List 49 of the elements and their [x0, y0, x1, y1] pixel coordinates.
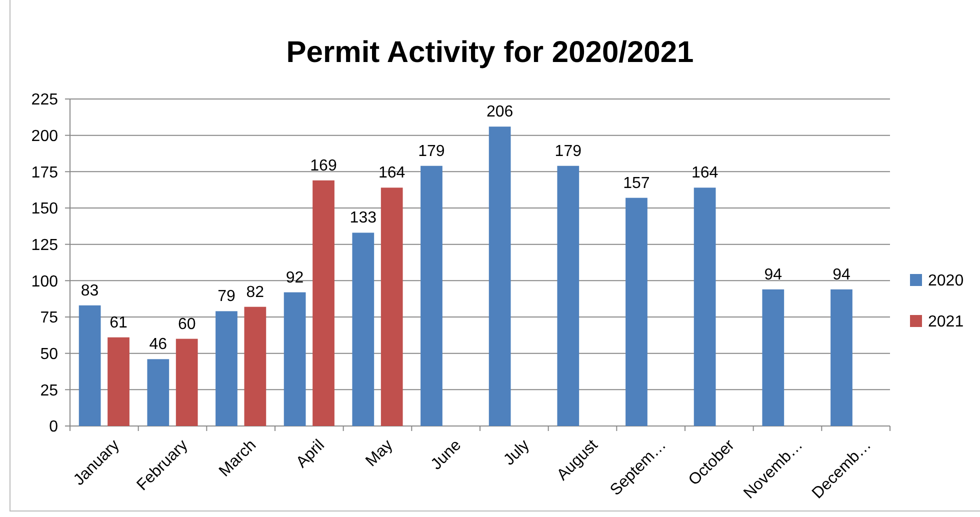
data-label: 179 — [418, 142, 445, 160]
y-tick-label: 50 — [40, 346, 58, 363]
data-label: 157 — [623, 174, 650, 192]
y-tick-label: 25 — [40, 382, 58, 400]
bar — [147, 359, 170, 426]
y-tick-label: 200 — [31, 128, 58, 145]
data-label: 61 — [110, 314, 128, 332]
bar — [78, 305, 101, 426]
bar — [380, 188, 403, 426]
data-label: 179 — [554, 142, 582, 160]
bar — [420, 166, 442, 426]
chart-title: Permit Activity for 2020/2021 — [286, 36, 694, 69]
y-tick-label: 0 — [49, 418, 58, 436]
data-label: 164 — [691, 164, 718, 182]
data-label: 133 — [350, 210, 377, 227]
data-label: 94 — [764, 266, 782, 284]
bar — [176, 338, 198, 426]
data-label: 164 — [378, 164, 406, 182]
y-tick-label: 75 — [40, 310, 58, 327]
bar — [216, 311, 238, 426]
bar — [557, 166, 580, 426]
data-label: 79 — [218, 288, 236, 306]
bar — [626, 198, 648, 426]
data-label: 94 — [832, 266, 850, 284]
bar — [352, 232, 374, 426]
bar — [244, 306, 266, 426]
y-tick-label: 225 — [31, 92, 58, 109]
bar — [762, 289, 784, 426]
y-tick-label: 150 — [31, 200, 58, 218]
data-label: 206 — [486, 104, 514, 121]
data-label: 46 — [149, 336, 168, 354]
data-label: 60 — [178, 316, 196, 333]
data-label: 83 — [80, 282, 99, 300]
data-label: 92 — [286, 269, 304, 286]
y-tick-label: 125 — [31, 236, 58, 254]
data-label: 82 — [246, 284, 264, 301]
x-tick-label: May — [362, 436, 396, 470]
x-tick-label: July — [500, 436, 533, 469]
y-tick-label: 100 — [31, 273, 58, 290]
bar — [312, 180, 334, 426]
y-tick-label: 175 — [31, 164, 58, 182]
bar — [284, 292, 306, 426]
bar — [488, 126, 511, 426]
bar — [694, 188, 716, 426]
legend-label: 2021 — [928, 314, 964, 331]
bar — [830, 289, 852, 426]
data-label: 169 — [310, 157, 337, 174]
legend-label: 2020 — [928, 272, 964, 290]
bar — [108, 337, 130, 426]
